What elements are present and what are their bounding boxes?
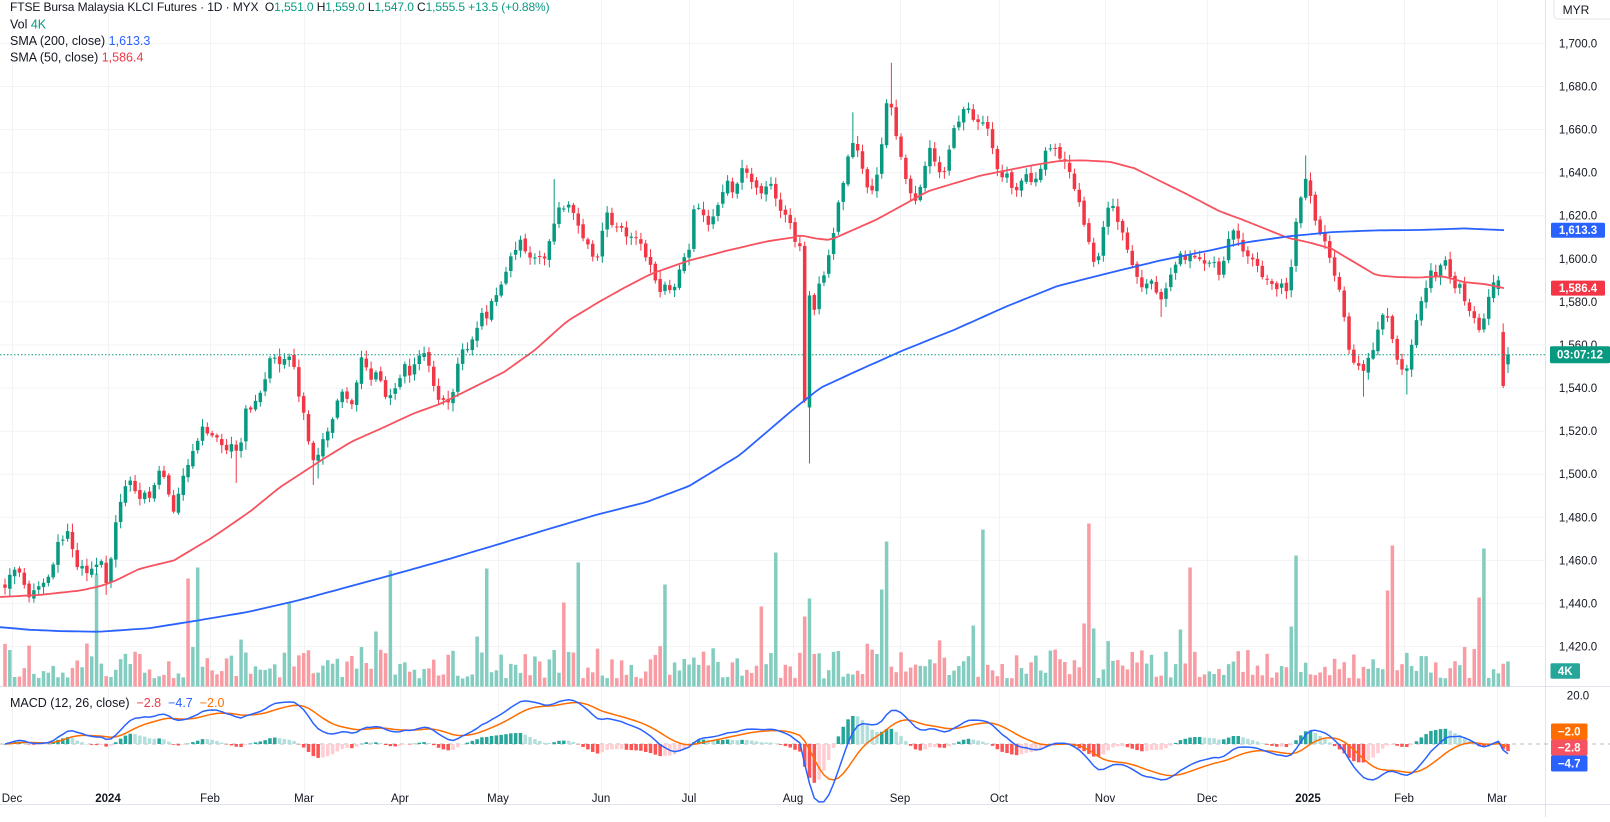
svg-text:1,700.0: 1,700.0: [1559, 38, 1597, 50]
svg-text:2025: 2025: [1295, 793, 1321, 805]
svg-text:Apr: Apr: [391, 793, 409, 805]
svg-text:1,613.3: 1,613.3: [1559, 225, 1597, 237]
svg-text:SMA (50, close) 1,586.4: SMA (50, close) 1,586.4: [10, 51, 143, 65]
svg-text:1,460.0: 1,460.0: [1559, 555, 1597, 567]
svg-text:1,620.0: 1,620.0: [1559, 211, 1597, 223]
svg-text:Nov: Nov: [1095, 793, 1116, 805]
svg-text:Jul: Jul: [682, 793, 697, 805]
svg-text:4K: 4K: [1558, 666, 1573, 678]
svg-text:1,586.4: 1,586.4: [1559, 283, 1598, 295]
svg-text:May: May: [487, 793, 509, 805]
svg-text:1,440.0: 1,440.0: [1559, 599, 1597, 611]
svg-text:Mar: Mar: [1487, 793, 1507, 805]
svg-text:Feb: Feb: [200, 793, 220, 805]
svg-text:MACD (12, 26, close) −2.8 −4: MACD (12, 26, close) −2.8 −4.7 −2.0: [10, 696, 224, 710]
svg-text:03:07:12: 03:07:12: [1557, 350, 1603, 362]
svg-text:1,500.0: 1,500.0: [1559, 469, 1597, 481]
svg-text:−2.8: −2.8: [1558, 743, 1581, 755]
svg-text:SMA (200, close) 1,613.3: SMA (200, close) 1,613.3: [10, 34, 150, 48]
svg-text:1,480.0: 1,480.0: [1559, 512, 1597, 524]
svg-text:FTSE Bursa Malaysia KLCI Futur: FTSE Bursa Malaysia KLCI Futures · 1D · …: [10, 0, 550, 14]
svg-text:1,520.0: 1,520.0: [1559, 426, 1597, 438]
svg-text:Dec: Dec: [1197, 793, 1218, 805]
svg-text:1,540.0: 1,540.0: [1559, 383, 1597, 395]
svg-text:Feb: Feb: [1394, 793, 1414, 805]
svg-text:MYR: MYR: [1563, 3, 1590, 17]
svg-text:1,640.0: 1,640.0: [1559, 168, 1597, 180]
svg-text:Vol 4K: Vol 4K: [10, 18, 47, 32]
svg-text:Mar: Mar: [294, 793, 314, 805]
svg-text:1,580.0: 1,580.0: [1559, 297, 1597, 309]
svg-text:20.0: 20.0: [1567, 691, 1589, 703]
svg-text:Dec: Dec: [2, 793, 23, 805]
svg-text:Sep: Sep: [890, 793, 910, 805]
svg-text:1,660.0: 1,660.0: [1559, 125, 1597, 137]
svg-text:Aug: Aug: [783, 793, 803, 805]
svg-text:−2.0: −2.0: [1558, 727, 1581, 739]
svg-text:Oct: Oct: [990, 793, 1009, 805]
svg-text:−4.7: −4.7: [1558, 759, 1581, 771]
svg-text:1,420.0: 1,420.0: [1559, 642, 1597, 654]
svg-text:2024: 2024: [95, 793, 121, 805]
svg-text:Jun: Jun: [592, 793, 611, 805]
svg-text:1,680.0: 1,680.0: [1559, 82, 1597, 94]
svg-text:1,600.0: 1,600.0: [1559, 254, 1597, 266]
